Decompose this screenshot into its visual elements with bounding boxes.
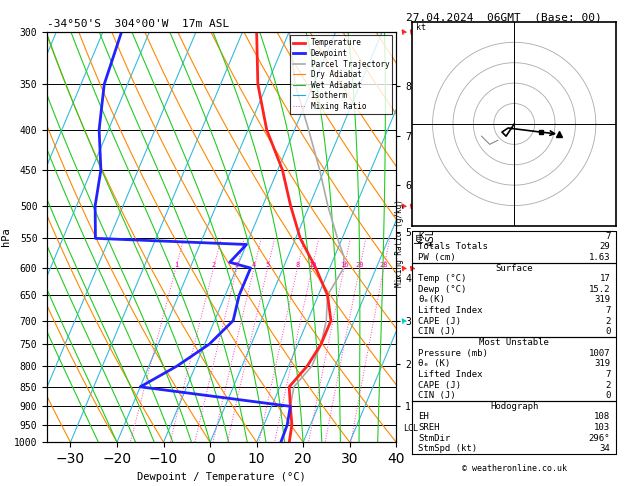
Text: 2: 2 — [211, 262, 216, 268]
Text: -34°50'S  304°00'W  17m ASL: -34°50'S 304°00'W 17m ASL — [47, 19, 230, 30]
Text: 2: 2 — [605, 317, 610, 326]
Text: 1007: 1007 — [589, 348, 610, 358]
Text: 5: 5 — [265, 262, 270, 268]
Text: 27.04.2024  06GMT  (Base: 00): 27.04.2024 06GMT (Base: 00) — [406, 12, 601, 22]
Text: 1: 1 — [174, 262, 178, 268]
Text: 28: 28 — [380, 262, 388, 268]
Text: Temp (°C): Temp (°C) — [418, 274, 467, 283]
Text: LCL: LCL — [403, 424, 418, 433]
Text: Surface: Surface — [496, 263, 533, 273]
Text: 34: 34 — [599, 444, 610, 453]
Text: θₑ(K): θₑ(K) — [418, 295, 445, 305]
Text: 3: 3 — [235, 262, 239, 268]
Legend: Temperature, Dewpoint, Parcel Trajectory, Dry Adiabat, Wet Adiabat, Isotherm, Mi: Temperature, Dewpoint, Parcel Trajectory… — [290, 35, 392, 114]
Text: 15.2: 15.2 — [589, 285, 610, 294]
Text: Mixing Ratio (g/kg): Mixing Ratio (g/kg) — [395, 199, 404, 287]
Text: PW (cm): PW (cm) — [418, 253, 456, 262]
Text: SREH: SREH — [418, 423, 440, 432]
Text: 108: 108 — [594, 413, 610, 421]
Text: EH: EH — [418, 413, 429, 421]
Text: Hodograph: Hodograph — [490, 402, 538, 411]
Text: 103: 103 — [594, 423, 610, 432]
Text: Lifted Index: Lifted Index — [418, 370, 482, 379]
Text: 7: 7 — [605, 306, 610, 315]
Text: CAPE (J): CAPE (J) — [418, 381, 461, 390]
Text: θₑ (K): θₑ (K) — [418, 359, 450, 368]
Text: CIN (J): CIN (J) — [418, 328, 456, 336]
Text: © weatheronline.co.uk: © weatheronline.co.uk — [462, 464, 567, 472]
Text: Dewp (°C): Dewp (°C) — [418, 285, 467, 294]
Text: Lifted Index: Lifted Index — [418, 306, 482, 315]
Text: Totals Totals: Totals Totals — [418, 243, 488, 251]
Text: CAPE (J): CAPE (J) — [418, 317, 461, 326]
Y-axis label: km
ASL: km ASL — [414, 228, 435, 246]
Text: 0: 0 — [605, 328, 610, 336]
Text: 16: 16 — [340, 262, 348, 268]
Text: 319: 319 — [594, 295, 610, 305]
Text: kt: kt — [416, 23, 426, 32]
Text: Most Unstable: Most Unstable — [479, 338, 549, 347]
Text: 7: 7 — [605, 232, 610, 241]
Text: 7: 7 — [605, 370, 610, 379]
Text: K: K — [418, 232, 423, 241]
Text: 29: 29 — [599, 243, 610, 251]
Text: 319: 319 — [594, 359, 610, 368]
Text: 296°: 296° — [589, 434, 610, 443]
Text: Pressure (mb): Pressure (mb) — [418, 348, 488, 358]
Text: 0: 0 — [605, 391, 610, 400]
Text: 20: 20 — [355, 262, 364, 268]
Text: 10: 10 — [308, 262, 316, 268]
X-axis label: Dewpoint / Temperature (°C): Dewpoint / Temperature (°C) — [137, 471, 306, 482]
Text: 8: 8 — [296, 262, 299, 268]
Text: 1.63: 1.63 — [589, 253, 610, 262]
Y-axis label: hPa: hPa — [1, 227, 11, 246]
Text: 17: 17 — [599, 274, 610, 283]
Text: 2: 2 — [605, 381, 610, 390]
Text: 4: 4 — [252, 262, 256, 268]
Text: StmDir: StmDir — [418, 434, 450, 443]
Text: CIN (J): CIN (J) — [418, 391, 456, 400]
Text: StmSpd (kt): StmSpd (kt) — [418, 444, 477, 453]
